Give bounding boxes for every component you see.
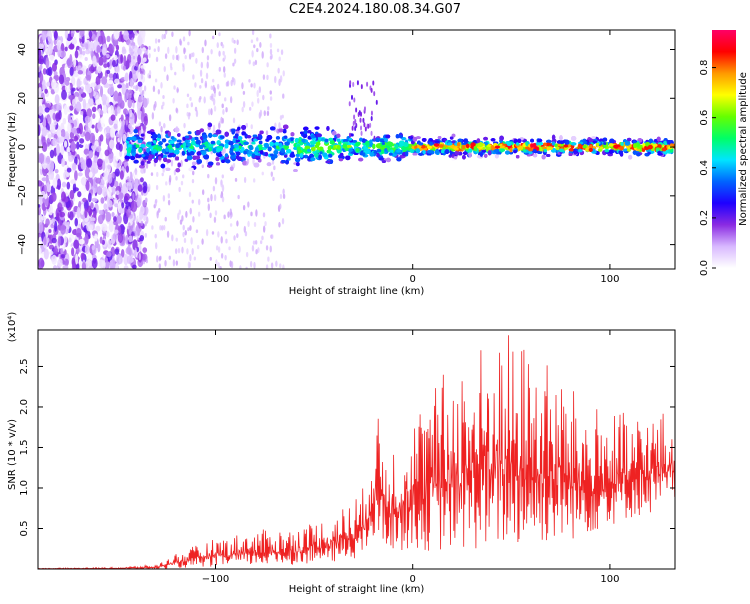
snr-xtick-label: 100 [600,574,619,585]
snr-ytick-label: 0.5 [19,521,30,537]
snr-ytick-label: 1.0 [19,480,30,496]
spec-xtick-label: 0 [410,274,416,285]
figure-title: C2E4.2024.180.08.34.G07 [0,2,750,17]
spec-ytick-label: 40 [17,43,28,56]
colorbar-tick-label: 0.6 [699,110,710,126]
snr-xlabel: Height of straight line (km) [289,584,425,595]
spec-ytick-label: 20 [17,92,28,105]
colorbar-tick-label: 0.0 [699,260,710,276]
snr-xtick-label: −100 [202,574,229,585]
colorbar-tick-label: 0.4 [699,160,710,176]
spec-ytick-label: −40 [17,234,28,255]
snr-series-line [38,335,675,569]
colorbar-label: Normalized spectral amplitude [738,72,749,226]
snr-ytick-label: 2.5 [19,359,30,375]
spec-ytick-label: 0 [17,144,28,150]
spec-xtick-label: −100 [202,274,229,285]
spec-xtick-label: 100 [600,274,619,285]
snr-ytick-label: 1.5 [19,440,30,456]
snr-ytick-label: 2.0 [19,399,30,415]
spec-ylabel: Frequency (Hz) [7,112,18,188]
snr-ylabel: SNR (10 * v/v) [7,419,18,490]
snr-yscale-note: (x10⁴) [7,312,18,343]
spec-ytick-label: −20 [17,185,28,206]
spec-xlabel: Height of straight line (km) [289,286,425,297]
colorbar-tick-label: 0.8 [699,60,710,76]
spectrogram-field [36,25,677,274]
colorbar-tick-label: 0.2 [699,210,710,226]
colorbar [712,30,736,268]
